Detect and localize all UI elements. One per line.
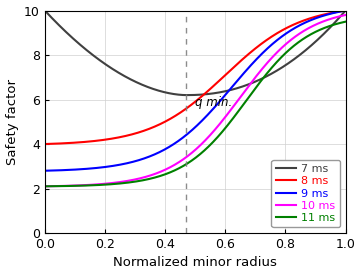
7 ms bbox=[343, 9, 348, 12]
9 ms bbox=[249, 63, 253, 67]
10 ms bbox=[164, 167, 169, 171]
8 ms bbox=[175, 113, 179, 116]
10 ms bbox=[73, 184, 78, 187]
11 ms bbox=[343, 20, 348, 23]
10 ms bbox=[43, 185, 47, 188]
7 ms bbox=[278, 67, 282, 71]
8 ms bbox=[249, 50, 253, 53]
Y-axis label: Safety factor: Safety factor bbox=[5, 79, 18, 165]
10 ms bbox=[277, 48, 282, 52]
9 ms bbox=[283, 33, 287, 36]
9 ms bbox=[277, 37, 282, 40]
11 ms bbox=[43, 185, 47, 188]
9 ms bbox=[164, 147, 169, 150]
8 ms bbox=[277, 30, 282, 34]
7 ms bbox=[249, 81, 254, 85]
7 ms bbox=[43, 9, 47, 12]
Line: 9 ms: 9 ms bbox=[45, 10, 345, 171]
7 ms bbox=[175, 93, 179, 96]
8 ms bbox=[164, 119, 169, 123]
10 ms bbox=[343, 13, 348, 17]
8 ms bbox=[343, 9, 348, 12]
11 ms bbox=[277, 58, 282, 61]
11 ms bbox=[249, 92, 253, 95]
Text: q min.: q min. bbox=[195, 96, 232, 109]
Line: 10 ms: 10 ms bbox=[45, 15, 345, 186]
9 ms bbox=[43, 169, 47, 172]
8 ms bbox=[283, 27, 287, 31]
Line: 7 ms: 7 ms bbox=[45, 10, 345, 95]
10 ms bbox=[283, 43, 287, 47]
Line: 8 ms: 8 ms bbox=[45, 10, 345, 144]
10 ms bbox=[175, 162, 179, 165]
10 ms bbox=[249, 81, 253, 84]
11 ms bbox=[164, 172, 169, 175]
7 ms bbox=[73, 39, 78, 42]
Legend: 7 ms, 8 ms, 9 ms, 10 ms, 11 ms: 7 ms, 8 ms, 9 ms, 10 ms, 11 ms bbox=[271, 160, 340, 227]
9 ms bbox=[343, 9, 348, 12]
9 ms bbox=[73, 168, 78, 171]
X-axis label: Normalized minor radius: Normalized minor radius bbox=[113, 257, 277, 269]
11 ms bbox=[283, 52, 287, 56]
8 ms bbox=[43, 142, 47, 146]
7 ms bbox=[184, 94, 188, 97]
7 ms bbox=[164, 91, 169, 94]
Line: 11 ms: 11 ms bbox=[45, 22, 345, 186]
11 ms bbox=[175, 167, 179, 171]
9 ms bbox=[175, 140, 179, 143]
11 ms bbox=[73, 184, 78, 188]
7 ms bbox=[283, 64, 287, 67]
8 ms bbox=[73, 141, 78, 144]
